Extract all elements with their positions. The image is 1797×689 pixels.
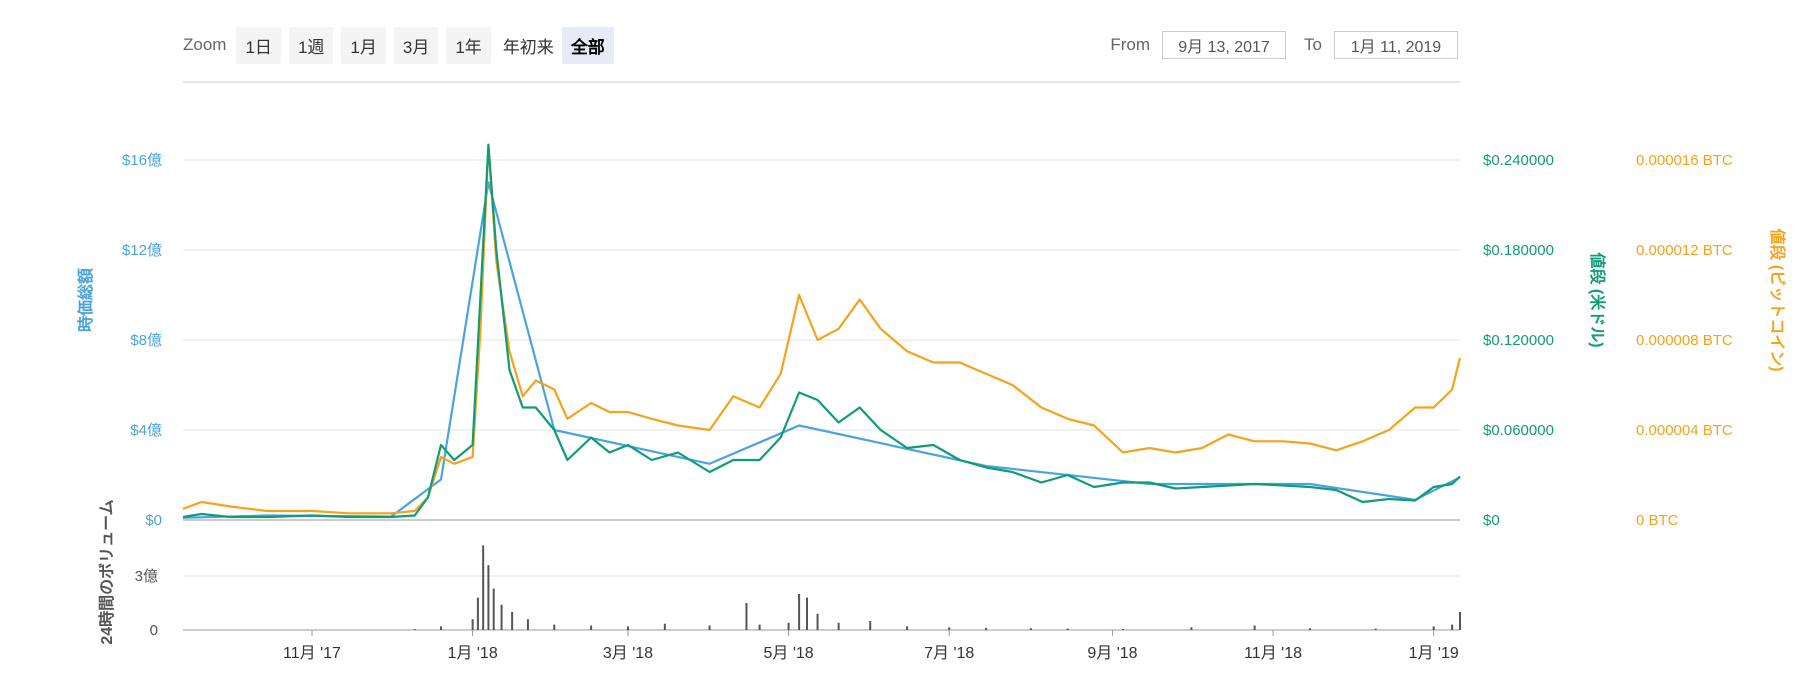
volume-bar bbox=[553, 624, 556, 630]
volume-bar bbox=[482, 545, 485, 630]
volume-bar bbox=[440, 626, 443, 630]
zoom-all-button[interactable]: 全部 bbox=[561, 26, 614, 64]
usd-axis-tick-label: $0.060000 bbox=[1483, 422, 1554, 439]
volume-bar bbox=[1432, 626, 1435, 630]
volume-bar bbox=[500, 604, 503, 630]
left-axis-tick-label: $4億 bbox=[130, 422, 162, 439]
x-axis-tick-label: 1月 '18 bbox=[448, 645, 498, 662]
to-date-input[interactable] bbox=[1334, 31, 1458, 59]
volume-bar bbox=[471, 619, 474, 630]
volume-bar bbox=[745, 603, 748, 630]
x-axis-tick-label: 7月 '18 bbox=[924, 645, 974, 662]
volume-bar bbox=[869, 621, 872, 630]
volume-tick-label: 3億 bbox=[135, 568, 158, 585]
volume-bar bbox=[948, 627, 951, 630]
volume-bar bbox=[798, 594, 801, 630]
volume-bar bbox=[837, 622, 840, 630]
volume-bar bbox=[1459, 612, 1461, 630]
volume-bar bbox=[511, 612, 514, 630]
volume-bar bbox=[1451, 624, 1454, 630]
volume-bar bbox=[1190, 627, 1193, 630]
from-date-input[interactable] bbox=[1162, 31, 1287, 59]
btc-axis-tick-label: 0.000016 BTC bbox=[1636, 152, 1733, 169]
volume-bar bbox=[1066, 628, 1069, 630]
left-axis-title: 時価総額 bbox=[76, 268, 95, 332]
volume-bar bbox=[787, 622, 790, 630]
volume-bar bbox=[663, 623, 666, 630]
volume-bar bbox=[590, 625, 593, 630]
volume-bar bbox=[526, 619, 529, 630]
volume-bar bbox=[476, 597, 479, 630]
zoom-1y-button[interactable]: 1年 bbox=[446, 26, 491, 64]
volume-bar bbox=[487, 565, 490, 630]
volume-bar bbox=[806, 597, 809, 630]
volume-bar bbox=[492, 588, 495, 630]
btc-axis-tick-label: 0 BTC bbox=[1636, 512, 1679, 529]
usd-axis-tick-label: $0.240000 bbox=[1483, 152, 1554, 169]
btc-price-series-line bbox=[182, 143, 1462, 515]
volume-bar bbox=[1253, 625, 1256, 630]
zoom-1w-button[interactable]: 1週 bbox=[288, 26, 334, 64]
x-axis-tick-label: 3月 '18 bbox=[603, 645, 653, 662]
from-label: From bbox=[1110, 35, 1151, 54]
left-axis-tick-label: $0 bbox=[145, 512, 162, 529]
zoom-ytd-button[interactable]: 年初来 bbox=[502, 37, 554, 57]
left-axis-tick-label: $8億 bbox=[130, 332, 162, 349]
usd-axis-tick-label: $0.180000 bbox=[1483, 242, 1554, 259]
usd-axis-tick-label: $0 bbox=[1483, 512, 1500, 529]
usd-price-series-line bbox=[182, 143, 1461, 519]
usd-axis-tick-label: $0.120000 bbox=[1483, 332, 1554, 349]
volume-bar bbox=[1374, 628, 1377, 630]
left-axis-tick-label: $12億 bbox=[122, 242, 162, 259]
market-cap-series-line bbox=[182, 181, 1461, 519]
volume-bar bbox=[413, 629, 416, 630]
x-axis-tick-label: 11月 '18 bbox=[1244, 645, 1302, 662]
volume-bar bbox=[816, 613, 819, 630]
volume-bar bbox=[1308, 628, 1311, 630]
btc-axis-title: 値段 (ビットコイン) bbox=[1768, 227, 1787, 371]
volume-bar bbox=[708, 625, 711, 630]
btc-axis-tick-label: 0.000004 BTC bbox=[1636, 422, 1733, 439]
x-axis-tick-label: 1月 '19 bbox=[1409, 645, 1459, 662]
volume-axis-title: 24時間のボリューム bbox=[97, 499, 116, 644]
volume-bar bbox=[626, 626, 629, 630]
volume-tick-label: 0 bbox=[150, 622, 158, 639]
x-axis-tick-label: 5月 '18 bbox=[763, 645, 813, 662]
volume-bar bbox=[758, 624, 761, 630]
btc-axis-tick-label: 0.000012 BTC bbox=[1636, 242, 1733, 259]
volume-bar bbox=[1121, 628, 1124, 630]
to-label: To bbox=[1304, 35, 1322, 54]
volume-bar bbox=[985, 627, 988, 630]
volume-bar bbox=[906, 626, 909, 630]
x-axis-tick-label: 9月 '18 bbox=[1087, 645, 1137, 662]
zoom-1m-button[interactable]: 1月 bbox=[341, 26, 386, 64]
x-axis-tick-label: 11月 '17 bbox=[283, 645, 341, 662]
btc-axis-tick-label: 0.000008 BTC bbox=[1636, 332, 1733, 349]
left-axis-tick-label: $16億 bbox=[122, 152, 162, 169]
volume-bar bbox=[1029, 628, 1032, 630]
zoom-label: Zoom bbox=[183, 35, 227, 54]
usd-axis-title: 値段 (米ドル) bbox=[1588, 251, 1607, 347]
date-range: From To bbox=[1110, 28, 1458, 62]
zoom-3m-button[interactable]: 3月 bbox=[393, 26, 439, 64]
zoom-1d-button[interactable]: 1日 bbox=[236, 26, 281, 64]
zoom-toolbar: Zoom 1日 1週 1月 3月 1年 年初来 全部 bbox=[183, 26, 622, 64]
